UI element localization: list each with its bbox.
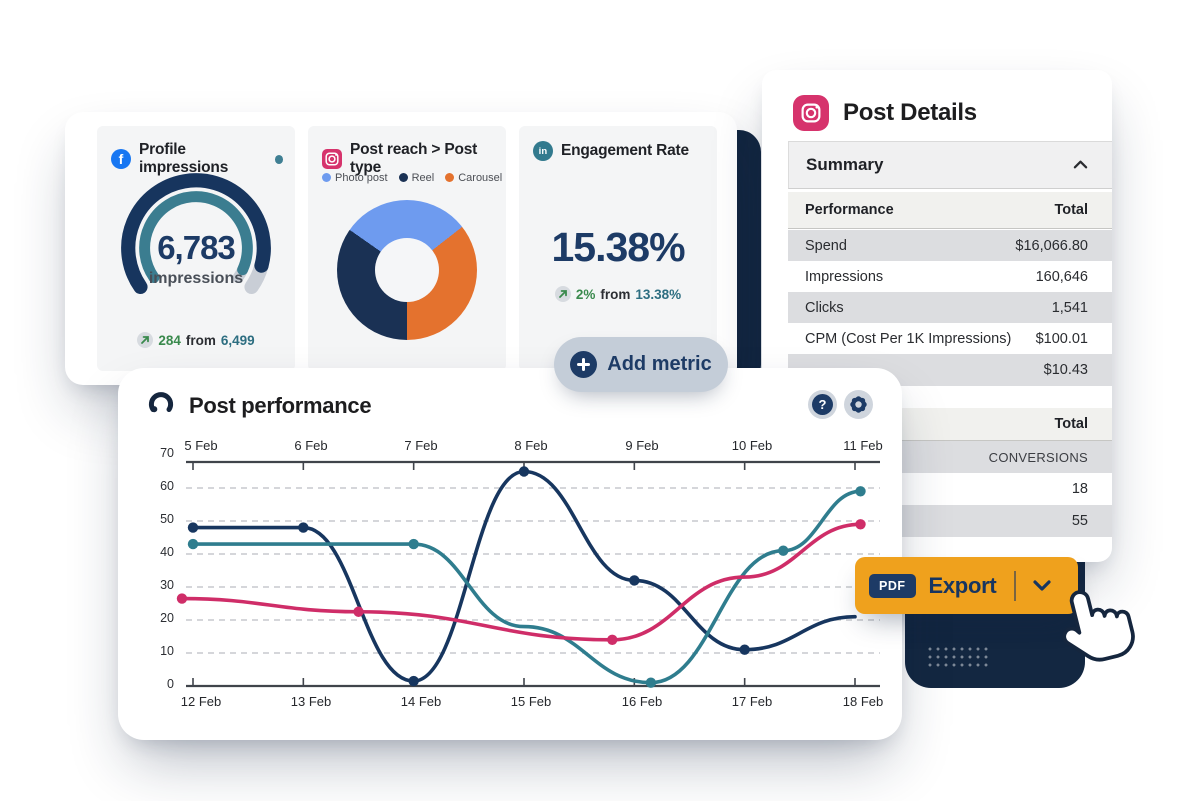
chevron-down-icon[interactable] <box>1033 580 1051 591</box>
plus-icon <box>570 351 598 378</box>
pdf-badge: PDF <box>869 573 916 598</box>
delta-value: 284 <box>158 332 181 348</box>
x-axis-label-bottom: 17 Feb <box>731 694 773 709</box>
x-axis-label-bottom: 14 Feb <box>400 694 442 709</box>
legend-item: Carousel <box>445 172 502 184</box>
y-axis-label: 50 <box>160 512 174 526</box>
table-row: Impressions 160,646 <box>805 268 1088 285</box>
settings-button[interactable] <box>844 390 873 419</box>
accent-dot-icon <box>274 154 283 164</box>
donut-legend: Photo post Reel Carousel <box>322 172 502 184</box>
series-pink-point <box>855 519 866 530</box>
series-pink <box>180 522 863 642</box>
donut-hole <box>375 238 439 302</box>
gear-icon <box>850 396 867 413</box>
tile-profile-impressions: f Profile impressions 6,783 impressions … <box>97 126 295 371</box>
post-performance-chart <box>176 460 880 688</box>
series-teal-point <box>778 545 789 556</box>
kpi-delta-row: 2% from 13.38% <box>519 286 717 302</box>
series-pink-point <box>176 593 188 604</box>
series-pink-point <box>607 634 618 645</box>
series-navy-point <box>408 675 419 687</box>
y-axis-label: 10 <box>160 644 174 658</box>
y-axis-label: 40 <box>160 545 174 559</box>
trend-up-icon <box>137 332 154 348</box>
legend-item: Photo post <box>322 172 388 184</box>
summary-label: Summary <box>806 155 884 174</box>
export-label: Export <box>928 572 997 598</box>
delta-previous: 13.38% <box>635 286 682 302</box>
export-button[interactable]: PDF Export <box>855 557 1078 614</box>
gauge-value: 6,783 <box>157 229 236 266</box>
x-axis-label-bottom: 15 Feb <box>510 694 552 709</box>
series-navy-point <box>298 522 309 533</box>
table-row: Clicks 1,541 <box>788 292 1112 323</box>
series-teal-point <box>408 538 419 550</box>
table-row: CPM (Cost Per 1K Impressions) $100.01 <box>805 330 1088 347</box>
x-axis-label-bottom: 12 Feb <box>180 694 222 709</box>
y-axis-label: 30 <box>160 578 174 592</box>
facebook-icon: f <box>111 149 131 169</box>
x-axis-label-top: 7 Feb <box>404 438 438 453</box>
x-axis-label-top: 9 Feb <box>625 438 659 453</box>
x-axis-label-top: 6 Feb <box>294 438 328 453</box>
hand-cursor-icon <box>1062 590 1135 662</box>
y-axis-label: 0 <box>167 677 174 691</box>
series-teal-point <box>645 677 657 688</box>
instagram-icon <box>322 149 342 169</box>
impressions-gauge <box>121 173 271 295</box>
x-axis-label-bottom: 18 Feb <box>842 694 884 709</box>
series-navy-point <box>629 575 640 586</box>
tile-post-reach: Post reach > Post type Photo post Reel C… <box>308 126 506 371</box>
gauge-icon <box>146 388 176 423</box>
post-performance-title: Post performance <box>189 392 372 418</box>
series-navy <box>191 469 857 683</box>
series-navy-point <box>739 644 750 655</box>
y-axis-label: 20 <box>160 611 174 625</box>
x-axis-label-top: 11 Feb <box>843 438 883 453</box>
delta-value: 2% <box>575 286 596 302</box>
chevron-up-icon[interactable] <box>1073 156 1088 174</box>
x-axis-label-top: 5 Feb <box>184 438 218 453</box>
x-axis-label-top: 10 Feb <box>731 438 773 453</box>
x-axis-label-bottom: 13 Feb <box>290 694 332 709</box>
series-teal-point <box>187 538 199 550</box>
post-details-title: Post Details <box>843 99 977 126</box>
add-metric-button[interactable]: Add metric <box>554 337 728 392</box>
tile-title: Profile impressions <box>139 141 229 176</box>
series-navy-point <box>518 466 530 477</box>
tile-title: Engagement Rate <box>561 142 689 159</box>
tile-engagement-rate: in Engagement Rate 15.38% 2% from 13.38% <box>519 126 717 371</box>
help-button[interactable]: ? <box>808 390 837 419</box>
gauge-delta-row: 284 from 6,499 <box>97 332 295 348</box>
trend-up-icon <box>554 286 571 302</box>
export-divider <box>1014 570 1017 601</box>
series-teal-point <box>855 486 866 497</box>
series-pink-point <box>353 606 364 617</box>
post-performance-card: Post performance ? 5 Feb 6 Feb 7 Feb 8 F… <box>118 368 902 740</box>
tile-title: Post reach > Post type <box>350 141 478 176</box>
decor-dot-pattern <box>926 645 992 671</box>
add-metric-label: Add metric <box>607 353 712 375</box>
kpi-value: 15.38% <box>551 224 685 270</box>
gauge-unit: impressions <box>148 270 244 287</box>
performance-table-header: Performance Total <box>788 192 1112 229</box>
x-axis-label-top: 8 Feb <box>514 438 548 453</box>
x-axis-label-bottom: 16 Feb <box>621 694 663 709</box>
table-row: Spend $16,066.80 <box>788 230 1112 261</box>
linkedin-icon: in <box>533 141 553 161</box>
legend-item: Reel <box>398 172 434 184</box>
delta-from: from <box>600 286 631 302</box>
delta-previous: 6,499 <box>220 332 255 348</box>
y-axis-label: 60 <box>160 479 174 493</box>
table-row: 18 <box>1071 481 1088 497</box>
y-axis-label: 70 <box>160 446 174 460</box>
instagram-icon <box>793 95 829 131</box>
series-navy-point <box>187 522 199 533</box>
summary-section-header[interactable]: Summary <box>788 141 1112 189</box>
delta-from: from <box>185 332 216 348</box>
